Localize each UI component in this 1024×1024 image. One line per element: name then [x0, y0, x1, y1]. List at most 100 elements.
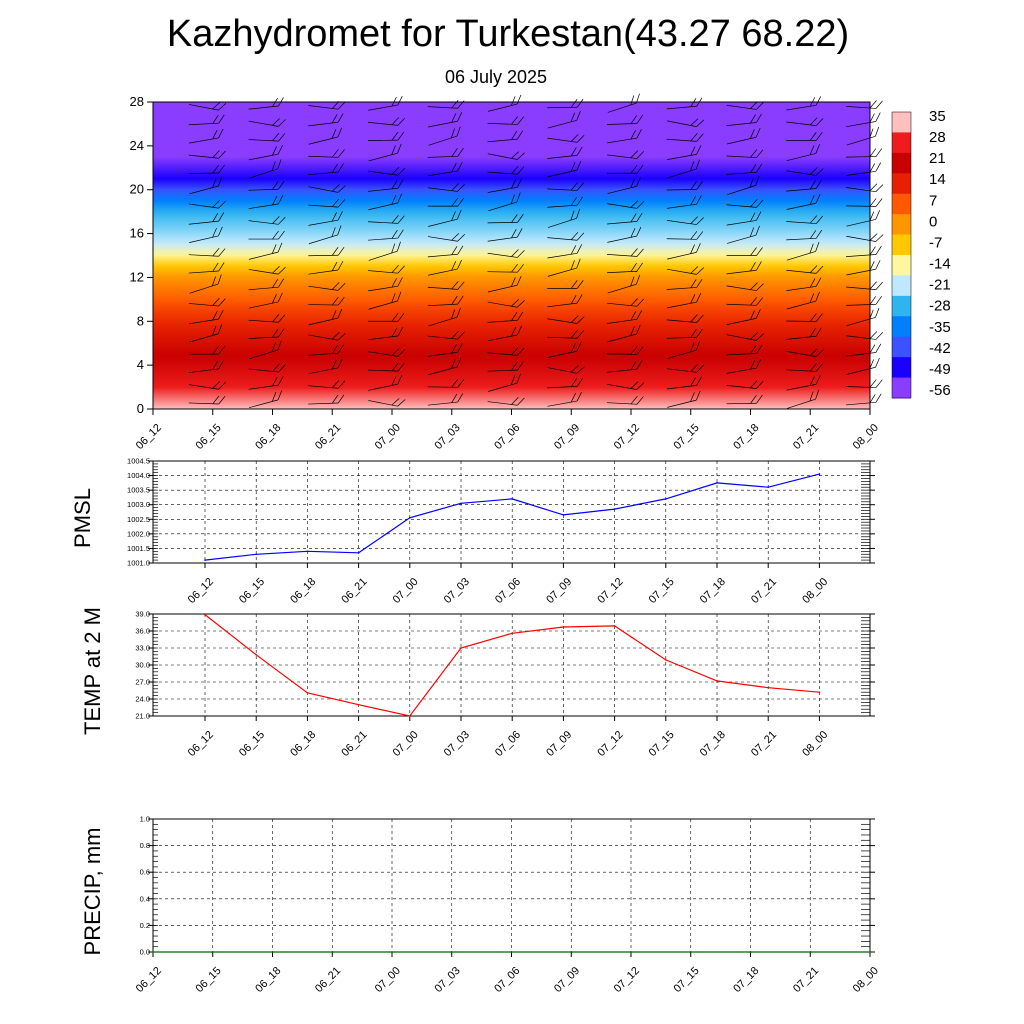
wind-barb — [845, 295, 882, 306]
wind-barb-flag — [278, 266, 286, 275]
x-tick-label: 07_18 — [698, 729, 728, 759]
colorbar-swatch — [892, 275, 911, 297]
x-tick-label: 07_18 — [698, 576, 728, 606]
y-tick-label: 21.0 — [135, 712, 150, 721]
wind-barb-flag — [696, 376, 702, 386]
wind-barb — [726, 297, 764, 306]
wind-barb-flag — [815, 179, 822, 189]
wind-barb-shaft — [607, 221, 637, 225]
wind-barb — [666, 181, 703, 191]
wind-barb-flag — [875, 112, 881, 122]
wind-barb-shaft — [667, 399, 697, 408]
wind-barb-shaft — [786, 300, 816, 310]
wind-barb-shaft — [786, 251, 816, 261]
wind-barb — [846, 393, 882, 406]
wind-barb — [368, 398, 406, 407]
wind-barb-flag — [511, 116, 519, 125]
wind-barb-shaft — [248, 336, 279, 339]
data-point — [767, 686, 769, 689]
wind-barb-flag — [451, 359, 456, 369]
wind-barb-flag — [278, 119, 286, 127]
wind-barb-flag — [397, 95, 403, 106]
wind-barb-shaft — [666, 120, 697, 127]
wind-barb-shaft — [607, 270, 637, 274]
wind-barb-shaft — [368, 250, 398, 261]
wind-barb-shaft — [487, 271, 518, 273]
wind-barb-shaft — [487, 252, 518, 258]
wind-barb-flag — [331, 380, 340, 389]
wind-barb-flag — [511, 299, 519, 307]
wind-barb-shaft — [846, 335, 876, 340]
wind-barb-flag — [690, 342, 695, 353]
wind-barb-flag — [277, 390, 283, 401]
wind-barb-flag — [511, 327, 517, 337]
wind-barb-flag — [212, 150, 220, 158]
wind-barb-shaft — [487, 153, 518, 160]
wind-barb-flag — [212, 381, 221, 389]
wind-barb-flag — [337, 225, 342, 236]
wind-barb-shaft — [547, 252, 578, 259]
wind-barb-flag — [875, 100, 883, 109]
x-tick-label: 06_12 — [186, 729, 216, 759]
wind-barb — [189, 226, 223, 243]
wind-barb-shaft — [726, 155, 757, 158]
data-point — [570, 951, 573, 953]
wind-barb — [249, 340, 282, 360]
wind-barb-flag — [456, 307, 461, 318]
wind-barb-flag — [636, 226, 642, 237]
wind-barb-flag — [570, 365, 579, 373]
wind-barb-shaft — [368, 270, 398, 274]
wind-barb — [188, 297, 226, 307]
wind-barb — [547, 377, 584, 389]
wind-barb-flag — [690, 392, 695, 402]
wind-barb — [487, 397, 525, 406]
wind-barb-flag — [272, 293, 277, 304]
wind-barb — [667, 340, 701, 359]
x-tick-label: 07_03 — [442, 576, 472, 606]
wind-barb-flag — [570, 147, 577, 157]
wind-barb-shaft — [308, 317, 338, 326]
colorbar-label: -42 — [929, 340, 951, 357]
wind-barb-flag — [690, 314, 698, 323]
y-tick-label: 0.8 — [140, 841, 150, 850]
wind-barb-flag — [331, 227, 336, 237]
y-tick-label: 0 — [137, 401, 144, 416]
wind-barb-flag — [570, 378, 578, 387]
wind-barb — [308, 344, 344, 356]
wind-barb-flag — [331, 163, 338, 173]
wind-barb-flag — [391, 195, 397, 205]
wind-barb-flag — [576, 377, 584, 387]
wind-barb-shaft — [547, 350, 578, 358]
wind-barb-shaft — [188, 154, 219, 159]
wind-barb — [547, 196, 583, 208]
wind-barb-flag — [391, 145, 396, 155]
wind-barb — [427, 295, 464, 307]
wind-barb-shaft — [666, 105, 697, 110]
wind-barb — [487, 94, 522, 112]
wind-barb-flag — [278, 364, 286, 373]
wind-barb-flag — [271, 392, 277, 402]
wind-barb — [726, 127, 761, 145]
wind-barb — [308, 198, 346, 208]
wind-barb-flag — [451, 393, 458, 403]
wind-barb-shaft — [368, 170, 398, 176]
wind-barb-flag — [570, 280, 578, 289]
wind-barb-shaft — [547, 169, 577, 178]
wind-barb — [428, 307, 461, 327]
x-tick-label: 06_21 — [339, 729, 369, 759]
wind-barb-flag — [331, 394, 339, 404]
wind-barb — [846, 260, 881, 276]
wind-barb-flag — [218, 345, 226, 355]
wind-barb-flag — [576, 208, 581, 219]
data-point — [510, 951, 513, 953]
wind-barb-shaft — [786, 202, 817, 210]
panel-frame — [152, 613, 871, 717]
wind-barb-shaft — [188, 122, 219, 126]
y-tick-label: 33.0 — [135, 644, 150, 653]
wind-barb-shaft — [845, 386, 877, 388]
wind-barb-flag — [875, 331, 884, 340]
wind-barb-flag — [696, 390, 701, 401]
wind-barb-shaft — [188, 220, 219, 225]
wind-barb — [248, 230, 285, 240]
wind-barb-shaft — [666, 189, 697, 191]
